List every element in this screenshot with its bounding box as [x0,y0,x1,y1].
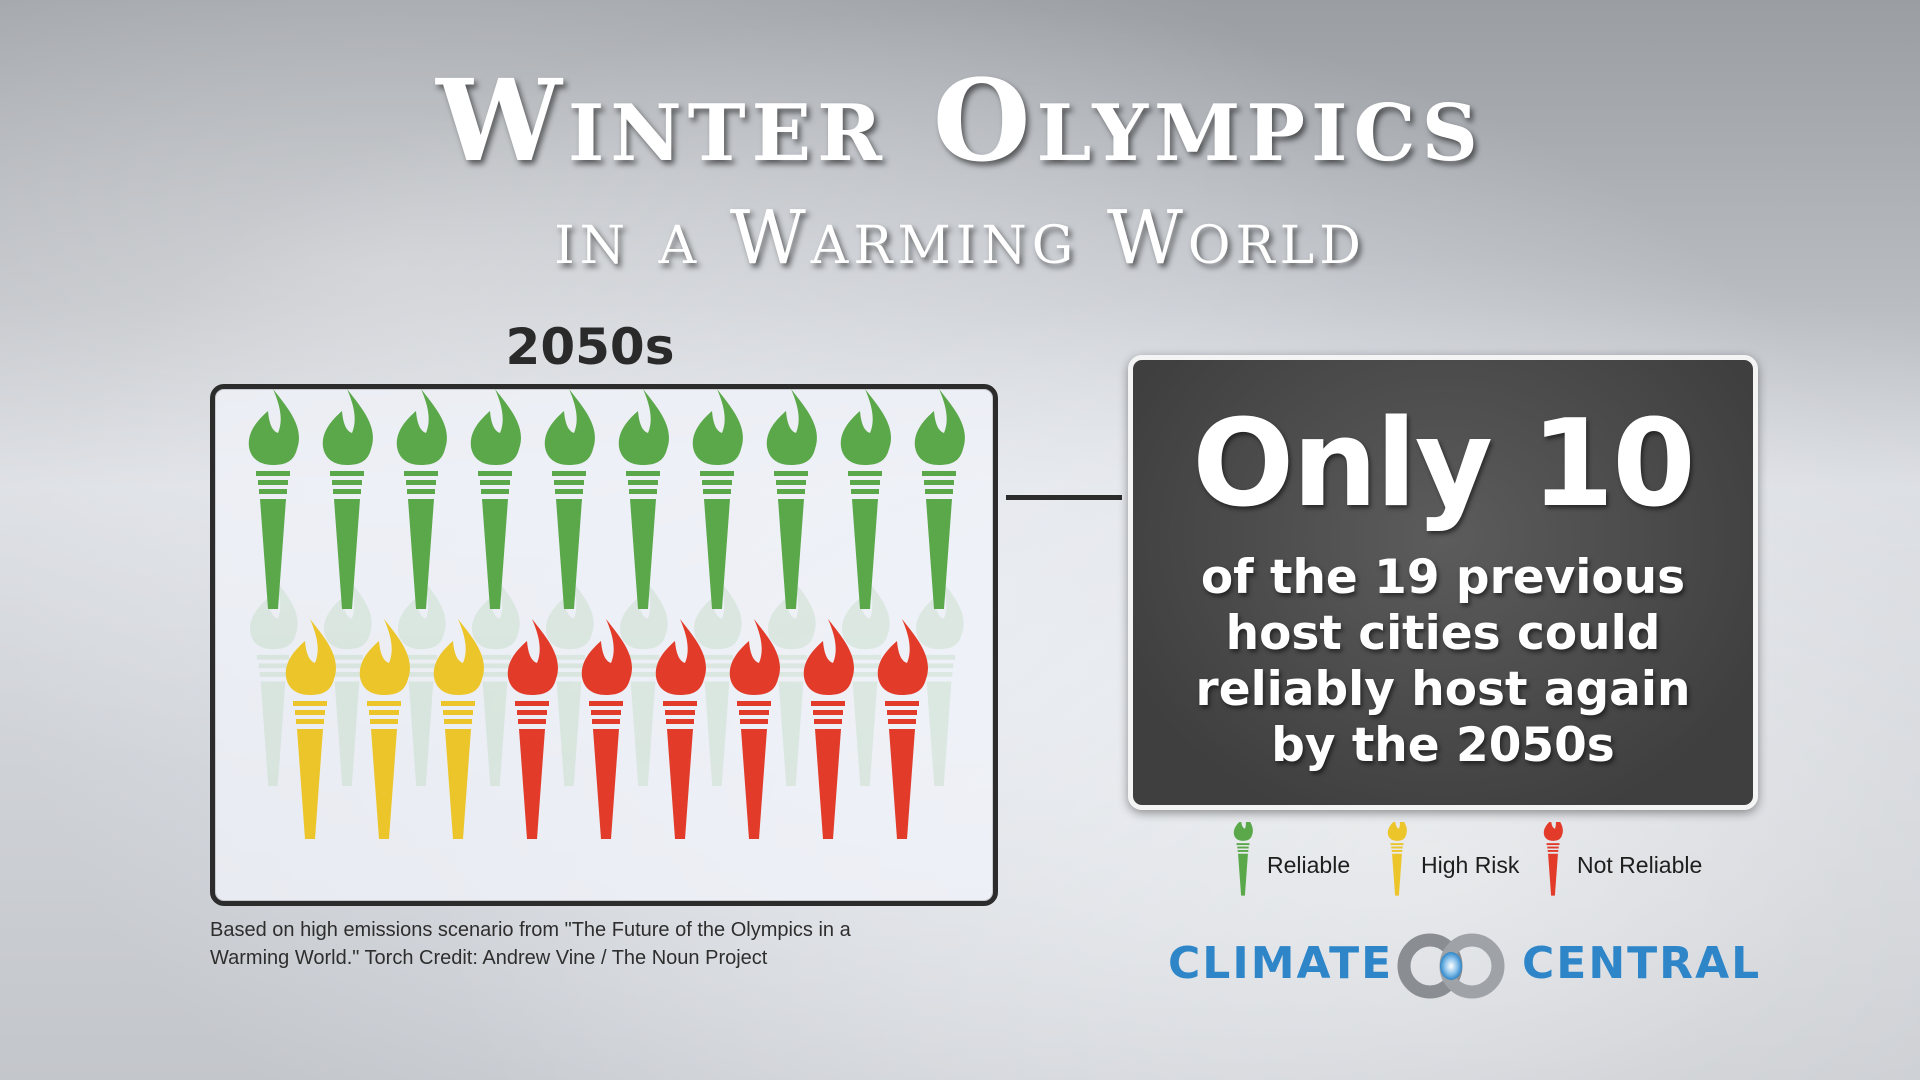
torch-reflection [693,577,742,786]
torch-reliable [840,389,891,609]
torch-reliable [470,389,521,609]
torch-reflection [323,577,372,786]
torch-not-reliable [655,619,706,839]
torch-panel [210,384,998,906]
torch-high-risk [433,619,484,839]
torch-reflection [767,577,816,786]
legend-label-high-risk: High Risk [1421,852,1520,878]
torch-reliable [692,389,743,609]
page-subtitle: in a Warming World [554,195,1366,281]
torch-reflection [619,577,668,786]
climate-central-logo: CLIMATE CENTRAL [1160,930,1760,1002]
stat-line-3: reliably host again [1195,662,1691,717]
torch-not-reliable [877,619,928,839]
logo-rings-icon [1397,933,1505,999]
stat-panel: Only 10 of the 19 previous host cities c… [1128,355,1758,810]
torch-reliable [396,389,447,609]
logo-word-climate: CLIMATE [1168,938,1394,989]
torch-reflection [915,577,964,786]
torch-high-risk [359,619,410,839]
torch-reflection [397,577,446,786]
connector-line [1006,495,1122,500]
torch-reliable [618,389,669,609]
page-title: Winter Olympics [436,56,1484,187]
stat-description: of the 19 previous host cities could rel… [1133,550,1753,774]
torch-reliable [544,389,595,609]
stat-headline: Only 10 [1192,395,1696,534]
torch-grid [248,389,965,839]
torch-reliable [766,389,817,609]
legend-label-reliable: Reliable [1267,852,1351,878]
decade-label: 2050s [505,318,675,376]
legend-torch-not-reliable-icon [1543,822,1563,896]
torch-high-risk [285,619,336,839]
torch-not-reliable [803,619,854,839]
torch-reflection [249,577,298,786]
torch-not-reliable [507,619,558,839]
source-line-2: Warming World." Torch Credit: Andrew Vin… [210,947,768,969]
legend-torch-reliable-icon [1233,822,1253,896]
torch-reliable [914,389,965,609]
legend-label-not-reliable: Not Reliable [1577,852,1703,878]
stat-line-1: of the 19 previous [1200,550,1686,605]
logo-word-central: CENTRAL [1522,938,1762,989]
torch-not-reliable [581,619,632,839]
legend-icons [1233,822,1563,896]
source-note: Based on high emissions scenario from "T… [210,916,970,972]
torch-reflection [545,577,594,786]
torch-reliable [322,389,373,609]
torch-not-reliable [729,619,780,839]
torch-reliable [248,389,299,609]
source-line-1: Based on high emissions scenario from "T… [210,919,851,941]
stat-line-4: by the 2050s [1271,718,1615,773]
torch-reflection [841,577,890,786]
torch-reflection [471,577,520,786]
legend-torch-high-risk-icon [1387,822,1407,896]
stat-line-2: host cities could [1225,606,1661,661]
legend: Reliable High Risk Not Reliable [1225,822,1785,906]
